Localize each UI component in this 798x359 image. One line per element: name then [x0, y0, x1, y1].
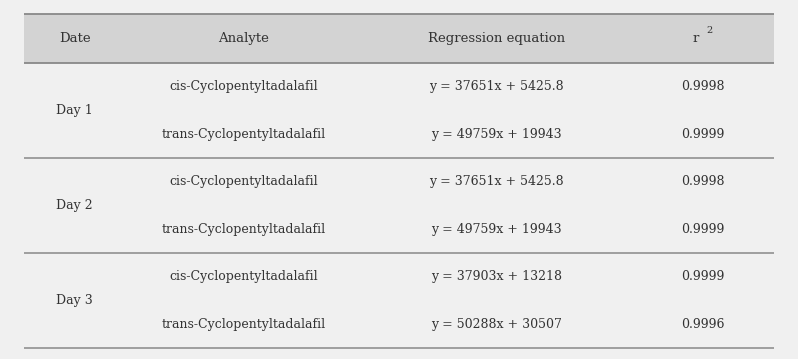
Text: trans-Cyclopentyltadalafil: trans-Cyclopentyltadalafil: [161, 318, 326, 331]
Text: y = 49759x + 19943: y = 49759x + 19943: [431, 223, 562, 236]
Text: 0.9998: 0.9998: [681, 80, 725, 93]
Text: Regression equation: Regression equation: [428, 32, 565, 45]
Bar: [24, 14, 774, 63]
Text: 0.9999: 0.9999: [681, 128, 725, 141]
Text: y = 37651x + 5425.8: y = 37651x + 5425.8: [429, 175, 564, 188]
Text: y = 37651x + 5425.8: y = 37651x + 5425.8: [429, 80, 564, 93]
Text: Date: Date: [59, 32, 90, 45]
Text: cis-Cyclopentyltadalafil: cis-Cyclopentyltadalafil: [169, 270, 318, 283]
Text: y = 49759x + 19943: y = 49759x + 19943: [431, 128, 562, 141]
Text: Day 3: Day 3: [56, 294, 93, 307]
Text: y = 50288x + 30507: y = 50288x + 30507: [431, 318, 562, 331]
Text: 0.9998: 0.9998: [681, 175, 725, 188]
Text: 2: 2: [706, 26, 713, 35]
Text: cis-Cyclopentyltadalafil: cis-Cyclopentyltadalafil: [169, 80, 318, 93]
Text: trans-Cyclopentyltadalafil: trans-Cyclopentyltadalafil: [161, 128, 326, 141]
Text: 0.9999: 0.9999: [681, 270, 725, 283]
Text: y = 37903x + 13218: y = 37903x + 13218: [431, 270, 562, 283]
Text: trans-Cyclopentyltadalafil: trans-Cyclopentyltadalafil: [161, 223, 326, 236]
Text: cis-Cyclopentyltadalafil: cis-Cyclopentyltadalafil: [169, 175, 318, 188]
Text: Day 2: Day 2: [57, 199, 93, 212]
Text: 0.9999: 0.9999: [681, 223, 725, 236]
Text: r: r: [693, 32, 699, 45]
Text: Day 1: Day 1: [56, 104, 93, 117]
Text: Analyte: Analyte: [218, 32, 269, 45]
Text: 0.9996: 0.9996: [681, 318, 725, 331]
